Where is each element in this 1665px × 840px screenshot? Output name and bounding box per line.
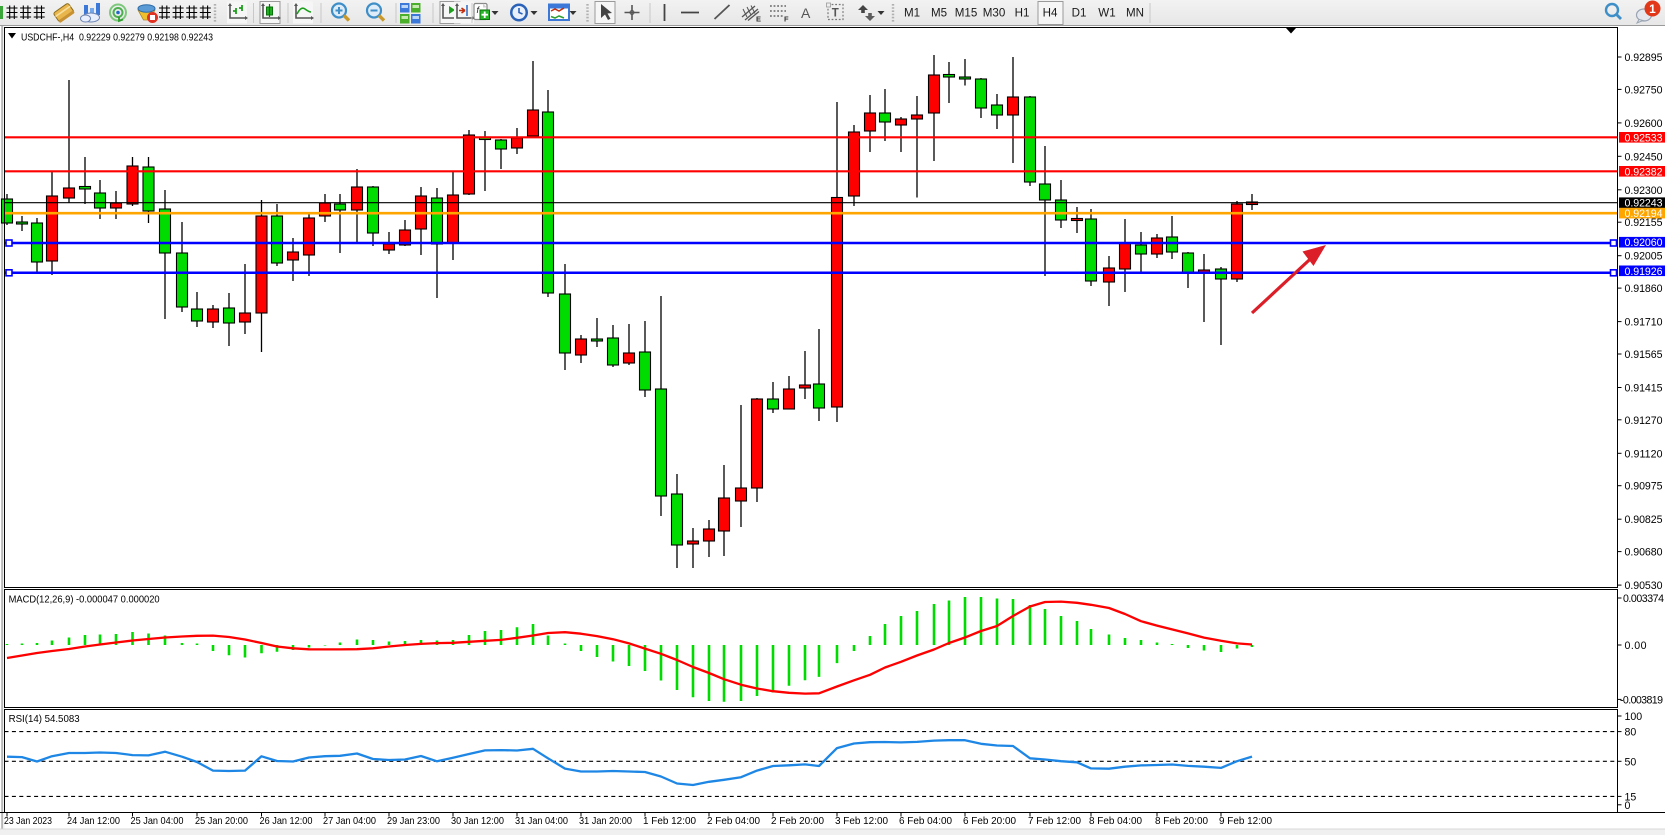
- svg-text:0.90825: 0.90825: [1625, 514, 1663, 526]
- svg-text:0.92895: 0.92895: [1625, 52, 1663, 64]
- svg-text:25 Jan 20:00: 25 Jan 20:00: [195, 816, 248, 827]
- svg-text:0.91926: 0.91926: [1625, 266, 1663, 278]
- svg-text:8 Feb 20:00: 8 Feb 20:00: [1155, 816, 1208, 827]
- svg-text:0.92382: 0.92382: [1625, 166, 1663, 178]
- svg-text:0.90975: 0.90975: [1625, 481, 1663, 493]
- svg-text:6 Feb 20:00: 6 Feb 20:00: [963, 816, 1016, 827]
- svg-text:26 Jan 12:00: 26 Jan 12:00: [260, 816, 313, 827]
- svg-text:50: 50: [1625, 756, 1637, 768]
- svg-text:27 Jan 04:00: 27 Jan 04:00: [323, 816, 376, 827]
- svg-text:M15: M15: [955, 7, 978, 20]
- svg-text:USDCHF-,H4 0.92229 0.92279 0.: USDCHF-,H4 0.92229 0.92279 0.92198 0.922…: [21, 32, 213, 44]
- svg-text:MACD(12,26,9) -0.000047 0.0000: MACD(12,26,9) -0.000047 0.000020: [9, 595, 160, 606]
- svg-text:100: 100: [1625, 711, 1643, 723]
- svg-text:0: 0: [1625, 800, 1631, 812]
- svg-text:0.92060: 0.92060: [1625, 237, 1663, 249]
- svg-text:25 Jan 04:00: 25 Jan 04:00: [131, 816, 184, 827]
- svg-text:1: 1: [1649, 2, 1656, 16]
- svg-text:f: f: [477, 5, 481, 15]
- svg-text:F: F: [784, 15, 789, 24]
- svg-text:6 Feb 04:00: 6 Feb 04:00: [899, 816, 952, 827]
- svg-text:24 Jan 12:00: 24 Jan 12:00: [67, 816, 120, 827]
- svg-text:0.92750: 0.92750: [1625, 84, 1663, 96]
- svg-text:0.92600: 0.92600: [1625, 118, 1663, 130]
- svg-text:RSI(14) 54.5083: RSI(14) 54.5083: [9, 714, 80, 725]
- svg-text:-0.003819: -0.003819: [1620, 694, 1663, 706]
- svg-text:M1: M1: [904, 7, 920, 20]
- svg-text:3 Feb 12:00: 3 Feb 12:00: [835, 816, 888, 827]
- svg-text:31 Jan 04:00: 31 Jan 04:00: [515, 816, 568, 827]
- svg-text:8 Feb 04:00: 8 Feb 04:00: [1089, 816, 1142, 827]
- svg-text:80: 80: [1625, 727, 1637, 739]
- svg-text:9 Feb 12:00: 9 Feb 12:00: [1219, 816, 1272, 827]
- svg-text:0.92533: 0.92533: [1625, 132, 1663, 144]
- svg-text:2 Feb 04:00: 2 Feb 04:00: [707, 816, 760, 827]
- svg-text:15: 15: [1625, 791, 1637, 803]
- svg-text:W1: W1: [1098, 7, 1115, 20]
- svg-text:0.00: 0.00: [1625, 640, 1647, 652]
- svg-text:23 Jan 2023: 23 Jan 2023: [4, 816, 52, 827]
- svg-text:0.91415: 0.91415: [1625, 383, 1663, 395]
- svg-text:1 Feb 12:00: 1 Feb 12:00: [643, 816, 696, 827]
- svg-text:30 Jan 12:00: 30 Jan 12:00: [451, 816, 504, 827]
- svg-text:T: T: [832, 8, 839, 20]
- svg-text:0.92005: 0.92005: [1625, 251, 1663, 263]
- svg-text:H4: H4: [1043, 7, 1058, 20]
- svg-text:31 Jan 20:00: 31 Jan 20:00: [579, 816, 632, 827]
- svg-text:E: E: [756, 15, 761, 24]
- svg-text:0.92194: 0.92194: [1625, 208, 1663, 220]
- svg-text:0.003374: 0.003374: [1623, 593, 1664, 605]
- svg-text:0.90530: 0.90530: [1625, 580, 1663, 592]
- svg-text:D1: D1: [1072, 7, 1087, 20]
- svg-text:0.92243: 0.92243: [1625, 198, 1663, 210]
- svg-text:0.92300: 0.92300: [1625, 185, 1663, 197]
- svg-text:0.91120: 0.91120: [1625, 448, 1663, 460]
- svg-text:0.92155: 0.92155: [1625, 217, 1663, 229]
- svg-text:2 Feb 20:00: 2 Feb 20:00: [771, 816, 824, 827]
- svg-text:0.90680: 0.90680: [1625, 547, 1663, 559]
- svg-text:0.91565: 0.91565: [1625, 349, 1663, 361]
- svg-text:M30: M30: [983, 7, 1006, 20]
- svg-text:M5: M5: [931, 7, 947, 20]
- svg-text:MN: MN: [1126, 7, 1144, 20]
- svg-text:A: A: [801, 5, 811, 21]
- svg-text:29 Jan 23:00: 29 Jan 23:00: [387, 816, 440, 827]
- svg-text:H1: H1: [1015, 7, 1030, 20]
- svg-text:0.91270: 0.91270: [1625, 415, 1663, 427]
- svg-text:0.91710: 0.91710: [1625, 317, 1663, 329]
- svg-text:0.91860: 0.91860: [1625, 283, 1663, 295]
- svg-text:7 Feb 12:00: 7 Feb 12:00: [1028, 816, 1081, 827]
- svg-text:0.92450: 0.92450: [1625, 151, 1663, 163]
